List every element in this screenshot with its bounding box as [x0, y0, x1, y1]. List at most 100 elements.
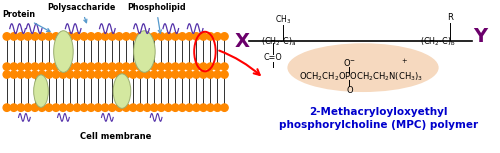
Circle shape	[144, 33, 151, 40]
Circle shape	[74, 63, 80, 70]
Circle shape	[102, 71, 109, 78]
Circle shape	[192, 33, 200, 40]
Circle shape	[108, 63, 116, 70]
Circle shape	[45, 63, 52, 70]
Circle shape	[52, 104, 60, 111]
Circle shape	[206, 63, 214, 70]
Circle shape	[74, 104, 80, 111]
Circle shape	[17, 63, 24, 70]
Text: (CH$_2$-C)$_{\rm a}$: (CH$_2$-C)$_{\rm a}$	[262, 35, 296, 48]
Circle shape	[38, 71, 46, 78]
Circle shape	[122, 71, 130, 78]
Circle shape	[10, 104, 18, 111]
Circle shape	[31, 71, 38, 78]
Circle shape	[88, 71, 95, 78]
Circle shape	[108, 33, 116, 40]
Text: O: O	[346, 86, 352, 95]
Circle shape	[45, 71, 52, 78]
Circle shape	[52, 33, 60, 40]
Circle shape	[220, 63, 228, 70]
Circle shape	[66, 63, 73, 70]
Circle shape	[178, 71, 186, 78]
Circle shape	[10, 63, 18, 70]
Circle shape	[94, 71, 102, 78]
Circle shape	[164, 71, 172, 78]
Circle shape	[136, 33, 144, 40]
Circle shape	[220, 33, 228, 40]
Circle shape	[172, 104, 179, 111]
Circle shape	[136, 63, 144, 70]
Circle shape	[94, 104, 102, 111]
Circle shape	[186, 63, 193, 70]
Circle shape	[60, 104, 66, 111]
Circle shape	[31, 33, 38, 40]
Circle shape	[192, 63, 200, 70]
Ellipse shape	[113, 74, 131, 108]
Circle shape	[206, 33, 214, 40]
Ellipse shape	[54, 31, 73, 72]
Circle shape	[150, 71, 158, 78]
Circle shape	[80, 63, 88, 70]
Circle shape	[116, 63, 123, 70]
Circle shape	[60, 33, 66, 40]
Text: CH$_3$: CH$_3$	[275, 14, 291, 26]
Circle shape	[214, 104, 221, 111]
Circle shape	[200, 71, 207, 78]
Circle shape	[144, 71, 151, 78]
Circle shape	[150, 104, 158, 111]
Circle shape	[158, 63, 165, 70]
Circle shape	[200, 63, 207, 70]
Text: (CH$_2$-C)$_{\rm b}$: (CH$_2$-C)$_{\rm b}$	[420, 35, 456, 48]
Circle shape	[24, 71, 32, 78]
Circle shape	[17, 71, 24, 78]
Circle shape	[186, 33, 193, 40]
Circle shape	[31, 63, 38, 70]
Circle shape	[3, 33, 10, 40]
Circle shape	[3, 71, 10, 78]
Circle shape	[88, 63, 95, 70]
Circle shape	[88, 33, 95, 40]
Circle shape	[88, 104, 95, 111]
Circle shape	[24, 33, 32, 40]
Circle shape	[214, 33, 221, 40]
Circle shape	[74, 33, 80, 40]
Circle shape	[102, 33, 109, 40]
Circle shape	[3, 63, 10, 70]
Circle shape	[164, 63, 172, 70]
Circle shape	[38, 104, 46, 111]
Circle shape	[102, 104, 109, 111]
Text: 2-Methacryloyloxyethyl: 2-Methacryloyloxyethyl	[310, 106, 448, 117]
Circle shape	[158, 71, 165, 78]
Circle shape	[136, 71, 144, 78]
Circle shape	[178, 33, 186, 40]
Circle shape	[130, 33, 137, 40]
Circle shape	[116, 104, 123, 111]
Circle shape	[150, 33, 158, 40]
Circle shape	[186, 71, 193, 78]
Circle shape	[52, 63, 60, 70]
Ellipse shape	[134, 31, 155, 72]
Circle shape	[136, 104, 144, 111]
Circle shape	[66, 33, 73, 40]
Circle shape	[24, 104, 32, 111]
Circle shape	[220, 104, 228, 111]
Text: Y: Y	[473, 27, 487, 46]
Circle shape	[66, 104, 73, 111]
Circle shape	[214, 71, 221, 78]
Circle shape	[60, 63, 66, 70]
Text: Phospholipid: Phospholipid	[127, 3, 186, 33]
Circle shape	[144, 104, 151, 111]
Circle shape	[172, 63, 179, 70]
Circle shape	[31, 104, 38, 111]
Ellipse shape	[288, 43, 438, 92]
Circle shape	[116, 33, 123, 40]
Circle shape	[144, 63, 151, 70]
Circle shape	[178, 104, 186, 111]
Circle shape	[52, 71, 60, 78]
Circle shape	[122, 104, 130, 111]
Circle shape	[192, 104, 200, 111]
Circle shape	[200, 104, 207, 111]
Circle shape	[172, 71, 179, 78]
Circle shape	[158, 104, 165, 111]
Text: Cell membrane: Cell membrane	[80, 132, 152, 141]
